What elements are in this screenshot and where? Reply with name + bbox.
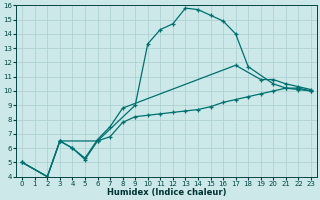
- X-axis label: Humidex (Indice chaleur): Humidex (Indice chaleur): [107, 188, 226, 197]
